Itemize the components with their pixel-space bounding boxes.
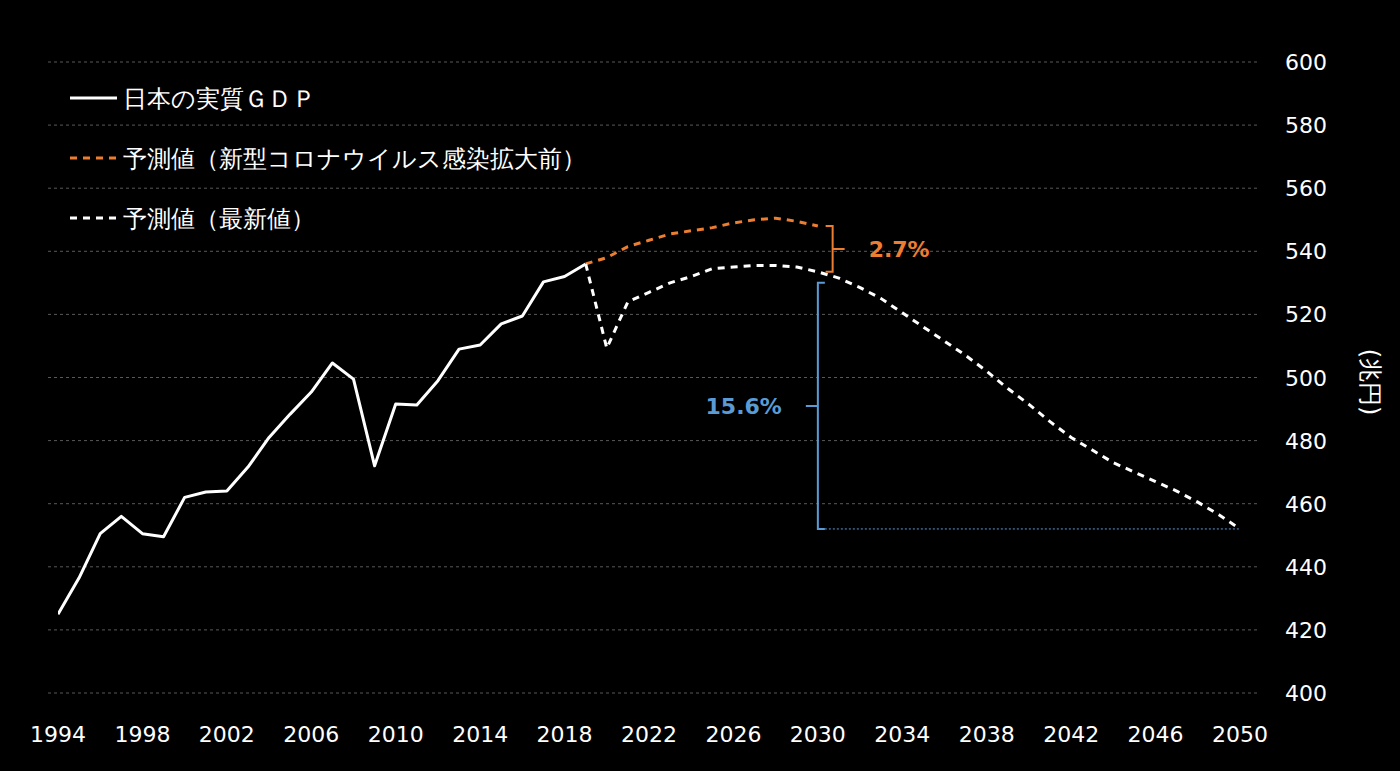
y-tick-label: 580: [1285, 113, 1327, 138]
grid-line: [48, 693, 1258, 694]
grid-line: [48, 440, 1258, 441]
x-tick-label: 2042: [1043, 722, 1099, 747]
grid-line: [48, 251, 1258, 252]
chart: 4004204404604805005205405605806001994199…: [0, 0, 1400, 771]
legend-label: 予測値（新型コロナウイルス感染拡大前）: [123, 145, 586, 173]
y-tick-label: 560: [1285, 176, 1327, 201]
series-line: [586, 218, 818, 264]
y-tick-label: 440: [1285, 555, 1327, 580]
y-tick-label: 400: [1285, 681, 1327, 706]
legend-swatch: [70, 97, 117, 100]
x-tick-label: 2014: [452, 722, 508, 747]
grid: [48, 62, 1258, 693]
y-tick-label: 520: [1285, 302, 1327, 327]
y-tick-label: 500: [1285, 366, 1327, 391]
legend-swatch: [70, 217, 117, 220]
y-tick-label: 420: [1285, 618, 1327, 643]
y-tick-labels: 400 420 440 460 480 500 520 540 560 580 600: [1285, 50, 1327, 706]
annotations: 2.7% 15.6%: [706, 226, 1240, 529]
grid-line: [48, 62, 1258, 63]
legend-label: 予測値（最新値）: [123, 205, 315, 233]
series-lines: [58, 218, 1240, 614]
annotation-text: 2.7%: [869, 237, 930, 262]
legend: 日本の実質ＧＤＰ 予測値（新型コロナウイルス感染拡大前） 予測値（最新値）: [70, 85, 586, 233]
background: [0, 0, 1400, 771]
x-tick-label: 2010: [368, 722, 424, 747]
series-line: [58, 264, 586, 614]
grid-line: [48, 629, 1258, 630]
y-tick-label: 540: [1285, 239, 1327, 264]
y-axis-label: (兆円): [1356, 349, 1384, 416]
x-tick-label: 2006: [283, 722, 339, 747]
x-tick-label: 2034: [874, 722, 930, 747]
y-tick-label: 480: [1285, 429, 1327, 454]
grid-line: [48, 377, 1258, 378]
annotation-bracket: [806, 283, 825, 529]
x-tick-label: 2038: [959, 722, 1015, 747]
x-tick-label: 1998: [114, 722, 170, 747]
x-tick-label: 2030: [790, 722, 846, 747]
x-tick-label: 2050: [1212, 722, 1268, 747]
series-line: [586, 264, 1240, 529]
x-tick-label: 2026: [705, 722, 761, 747]
annotation-guide: [825, 528, 1240, 529]
annotation-text: 15.6%: [706, 394, 782, 419]
grid-line: [48, 125, 1258, 126]
x-tick-label: 2022: [621, 722, 677, 747]
y-tick-label: 460: [1285, 492, 1327, 517]
legend-label: 日本の実質ＧＤＰ: [123, 85, 316, 113]
x-tick-label: 1994: [30, 722, 86, 747]
x-tick-label: 2046: [1128, 722, 1184, 747]
x-tick-labels: 1994 1998 2002 2006 2010 2014 2018 2022 2026 2030…: [30, 693, 1268, 747]
grid-line: [48, 503, 1258, 504]
legend-swatch: [70, 157, 117, 160]
grid-line: [48, 566, 1258, 567]
x-tick-label: 2002: [199, 722, 255, 747]
annotation-bracket: [826, 226, 845, 272]
page: {"chart_data": { "type": "line", "y_labe…: [0, 0, 1400, 771]
grid-line: [48, 188, 1258, 189]
y-tick-label: 600: [1285, 50, 1327, 75]
x-tick-label: 2018: [537, 722, 593, 747]
grid-line: [48, 314, 1258, 315]
